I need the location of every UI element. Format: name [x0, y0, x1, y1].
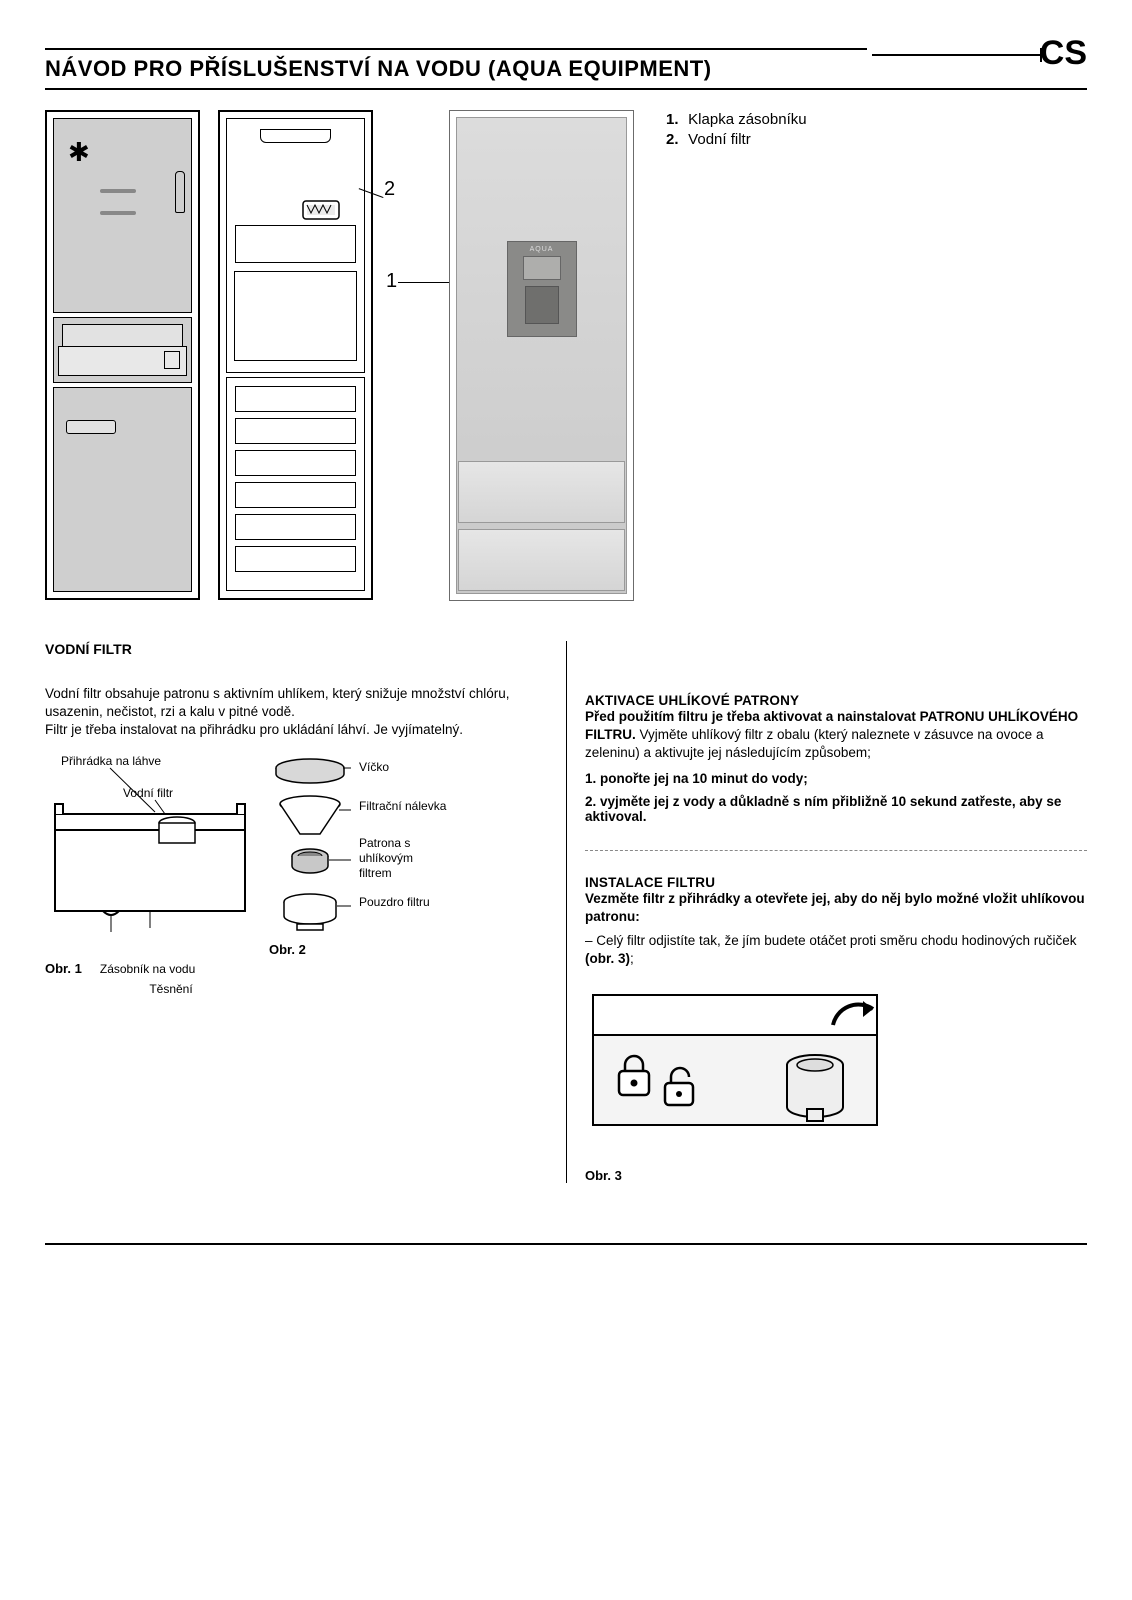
dashed-separator [585, 850, 1087, 851]
snowflake-icon: ✱ [68, 137, 90, 168]
freezer-shelf [235, 514, 356, 540]
dispenser-slot [100, 189, 136, 193]
fig2-label-housing: Pouzdro filtru [359, 895, 449, 910]
legend-item: 2. Vodní filtr [666, 130, 807, 150]
spacer [585, 641, 1087, 693]
fig1-label-shelf: Přihrádka na láhve [61, 754, 161, 768]
legend-text: Vodní filtr [688, 131, 751, 148]
freezer-shelf [235, 418, 356, 444]
fig1-label-filter: Vodní filtr [123, 786, 173, 800]
water-filter-heading: VODNÍ FILTR [45, 641, 548, 657]
water-dispenser: AQUA [507, 241, 577, 337]
freezer-shelf [235, 450, 356, 476]
freezer-shelf [235, 546, 356, 572]
water-filter-desc-1: Vodní filtr obsahuje patronu s aktivním … [45, 685, 548, 721]
dispenser-slot [100, 211, 136, 215]
fridge-photo: AQUA [449, 110, 634, 601]
activation-heading: AKTIVACE UHLÍKOVÉ PATRONY [585, 693, 1087, 708]
upper-compartment [226, 118, 365, 373]
ice-tray-icon [260, 129, 331, 143]
activation-lead: Před použitím filtru je třeba aktivovat … [585, 708, 1087, 763]
fig1-label-seal: Těsnění [87, 982, 255, 996]
install-body-pre: – Celý filtr odjistíte tak, že jím budet… [585, 933, 1076, 948]
figure-1: Přihrádka na láhve Vodní filtr [45, 756, 255, 996]
fig2-label-cap: Víčko [359, 760, 449, 775]
left-column: VODNÍ FILTR Vodní filtr obsahuje patronu… [45, 641, 566, 1183]
legend-num: 1. [666, 110, 684, 130]
fig1-label-tank: Zásobník na vodu [100, 962, 195, 976]
dispenser-panel [523, 256, 561, 280]
fig2-label-funnel: Filtrační nálevka [359, 799, 449, 814]
lower-compartment [226, 377, 365, 591]
install-body-post: ; [630, 951, 634, 966]
bottom-rule [45, 1243, 1087, 1245]
freezer-drawer [458, 529, 625, 591]
right-column: AKTIVACE UHLÍKOVÉ PATRONY Před použitím … [566, 641, 1087, 1183]
legend-num: 2. [666, 130, 684, 150]
fridge-bottom-door [53, 387, 192, 592]
fig3-svg [585, 987, 885, 1157]
crisper-drawer [234, 271, 357, 361]
fridge-interior-diagram [218, 110, 373, 600]
header-rule [872, 54, 1042, 56]
fig2-caption: Obr. 2 [269, 942, 449, 957]
figures-1-2-row: Přihrádka na láhve Vodní filtr [45, 756, 548, 996]
install-heading: INSTALACE FILTRU [585, 875, 1087, 890]
handle [66, 420, 116, 434]
water-filter-desc-2: Filtr je třeba instalovat na přihrádku p… [45, 721, 548, 739]
diagrams-row: ✱ [45, 110, 1087, 601]
drawer-icon [164, 351, 180, 369]
legend-text: Klapka zásobníku [688, 111, 806, 128]
install-body: – Celý filtr odjistíte tak, že jím budet… [585, 932, 1087, 968]
activation-step-2: 2. vyjměte jej z vody a důkladně s ním p… [585, 794, 1087, 824]
page-title: NÁVOD PRO PŘÍSLUŠENSTVÍ NA VODU (AQUA EQ… [45, 56, 1087, 82]
figure-2: Víčko Filtrační nálevka Patrona s uhlíko… [269, 756, 449, 957]
fridge-interior-wrap: 2 1 [218, 110, 373, 600]
shelf [235, 225, 356, 263]
lower-section: VODNÍ FILTR Vodní filtr obsahuje patronu… [45, 641, 1087, 1183]
fig1-caption: Obr. 1 [45, 961, 82, 976]
fridge-top-door: ✱ [53, 118, 192, 313]
freezer-drawer [458, 461, 625, 523]
title-rule-top [45, 48, 867, 50]
drawer-lower [58, 346, 187, 376]
bottle-icon [175, 171, 185, 213]
figure-3: Obr. 3 [585, 987, 1087, 1183]
callout-2: 2 [384, 178, 395, 201]
activation-step-1: 1. ponořte jej na 10 minut do vody; [585, 771, 1087, 786]
install-body-bold: (obr. 3) [585, 951, 630, 966]
fig2-label-cartridge: Patrona s uhlíkovým filtrem [359, 836, 449, 881]
freezer-shelf [235, 482, 356, 508]
fridge-exterior-diagram: ✱ [45, 110, 200, 600]
legend-item: 1. Klapka zásobníku [666, 110, 807, 130]
activation-lead-rest: Vyjměte uhlíkový filtr z obalu (který na… [585, 727, 1043, 760]
title-rule-bottom [45, 88, 1087, 90]
dispenser-label: AQUA [530, 246, 554, 253]
install-lead: Vezměte filtr z přihrádky a otevřete jej… [585, 890, 1087, 926]
freezer-shelf [235, 386, 356, 412]
fridge-mid-drawer [53, 317, 192, 383]
filter-exploded-icon [269, 756, 351, 936]
diagram-legend: 1. Klapka zásobníku 2. Vodní filtr [666, 110, 807, 151]
page-header: CS NÁVOD PRO PŘÍSLUŠENSTVÍ NA VODU (AQUA… [45, 48, 1087, 90]
dispenser-recess [525, 286, 559, 324]
callout-1: 1 [386, 270, 397, 293]
language-badge: CS [1040, 34, 1087, 73]
fig2-labels: Víčko Filtrační nálevka Patrona s uhlíko… [359, 756, 449, 910]
fig3-caption: Obr. 3 [585, 1168, 1087, 1183]
